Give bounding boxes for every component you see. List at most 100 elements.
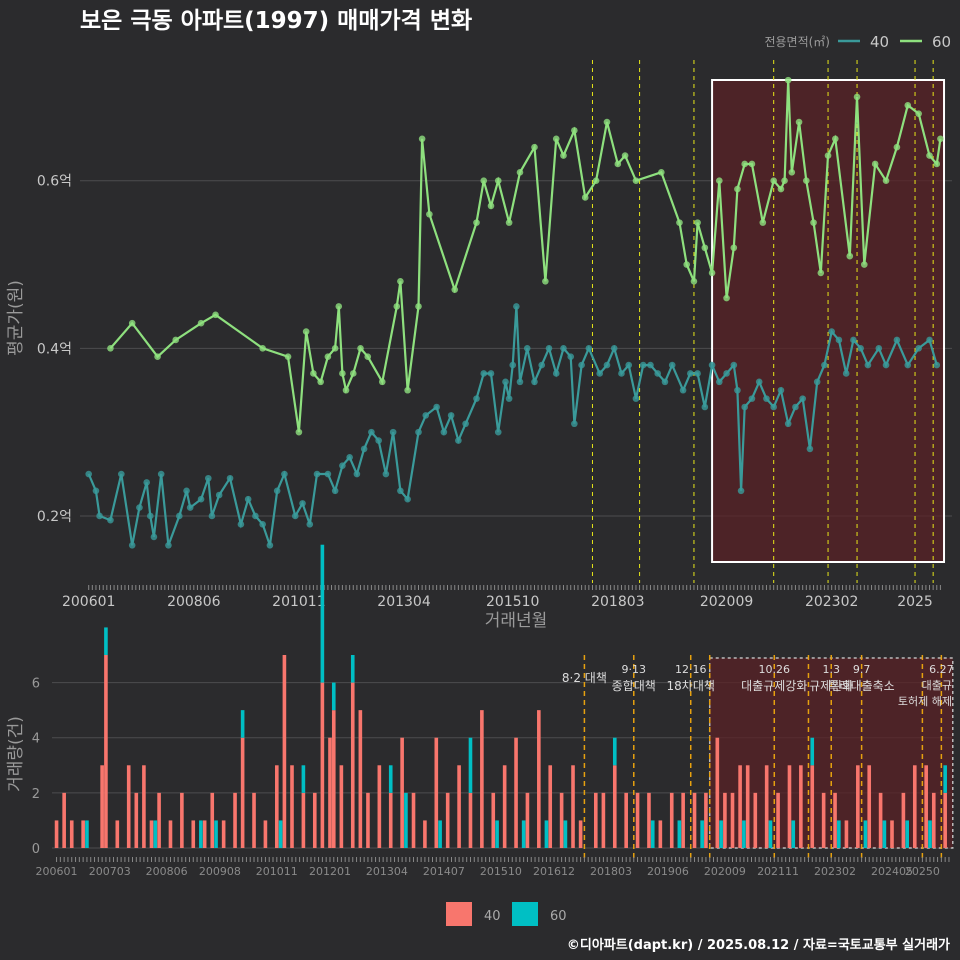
volume-x-tick-label: 202111 [757, 865, 799, 878]
data-point-60 [734, 185, 741, 193]
policy-annotation: 9.7 [853, 663, 871, 676]
data-point-60 [310, 370, 317, 377]
x-tick-label: 202009 [700, 594, 753, 610]
data-point-40 [875, 345, 883, 352]
price-panel: 0.2억 0.4억 0.6억 200601 200806 201011 201304 2015… [6, 60, 952, 631]
data-point-40 [244, 495, 252, 503]
data-point-60 [357, 345, 364, 352]
volume-bar-40 [635, 792, 640, 848]
volume-x-tick-label: 201304 [366, 865, 408, 878]
volume-bar-40 [715, 737, 720, 848]
volume-bar-40 [723, 792, 727, 848]
volume-bar-40 [358, 710, 363, 848]
data-point-60 [803, 177, 810, 185]
legend-label-40: 40 [870, 33, 889, 51]
volume-bar-40 [69, 820, 74, 848]
volume-bar-40 [423, 820, 427, 848]
data-point-60 [128, 319, 136, 327]
policy-annotation: 8·2 대책 [562, 670, 607, 685]
data-point-40 [647, 361, 654, 369]
volume-bar-60 [438, 820, 442, 848]
data-point-40 [313, 470, 321, 478]
data-point-60 [777, 185, 785, 193]
volume-bar-40 [240, 737, 245, 848]
volume-bar-60 [85, 820, 89, 848]
volume-bar-40 [799, 765, 803, 848]
volume-x-tick-label: 202405 [871, 865, 913, 878]
data-point-60 [172, 336, 179, 344]
data-point-40 [415, 428, 422, 436]
data-point-60 [505, 219, 513, 226]
data-point-60 [335, 303, 343, 310]
volume-bar-40 [647, 792, 651, 848]
data-point-60 [331, 345, 339, 352]
volume-bar-40 [787, 765, 792, 848]
volume-bar-60 [320, 544, 325, 683]
data-point-40 [397, 487, 404, 495]
data-point-40 [730, 361, 738, 369]
volume-bar-40 [445, 792, 450, 848]
policy-annotation: 18차대책 [667, 678, 715, 693]
volume-bar-40 [856, 765, 860, 848]
volume-x-tick-label: 200703 [89, 865, 131, 878]
volume-bar-60 [301, 765, 306, 793]
volume-bar-40 [943, 792, 947, 848]
data-point-60 [415, 303, 422, 310]
data-point-60 [552, 135, 560, 143]
data-point-60 [937, 135, 944, 143]
volume-bar-40 [339, 765, 344, 848]
y-axis-title: 평균가(원) [6, 280, 26, 356]
volume-bar-40 [931, 792, 936, 848]
volume-bar-60 [791, 820, 796, 848]
data-point-40 [893, 336, 901, 344]
volume-bar-60 [863, 820, 868, 848]
data-point-40 [770, 403, 777, 411]
data-point-40 [259, 521, 266, 528]
data-point-60 [364, 353, 372, 361]
volume-bar-40 [400, 737, 404, 848]
volume-bar-40 [320, 682, 325, 848]
legend-label-60: 60 [932, 33, 951, 51]
volume-bar-60 [521, 820, 526, 848]
data-point-40 [281, 470, 288, 478]
data-point-40 [85, 470, 92, 478]
volume-bar-60 [943, 765, 947, 793]
price-legend: 전용면적(㎡) 40 60 [764, 33, 951, 51]
data-point-40 [291, 512, 299, 520]
data-point-60 [701, 244, 709, 252]
volume-bar-40 [844, 820, 849, 848]
data-point-40 [882, 361, 890, 369]
volume-bar-60 [495, 820, 499, 848]
volume-x-tick-label: 200806 [146, 865, 188, 878]
x-axis-title: 거래년월 [485, 611, 548, 631]
data-point-40 [857, 345, 864, 352]
data-point-60 [871, 160, 879, 168]
data-point-40 [792, 403, 799, 411]
data-point-40 [552, 370, 560, 377]
data-point-60 [915, 110, 922, 117]
data-point-40 [687, 370, 694, 377]
data-point-40 [679, 386, 687, 394]
data-point-60 [690, 277, 698, 285]
data-point-60 [295, 428, 303, 436]
data-point-40 [748, 395, 756, 402]
volume-bar-40 [601, 792, 606, 848]
data-point-40 [531, 378, 538, 386]
volume-bar-40 [578, 820, 583, 848]
volume-bar-40 [312, 792, 317, 848]
data-point-40 [864, 361, 872, 369]
policy-annotation: 9·13 [622, 663, 647, 676]
data-point-40 [273, 487, 281, 495]
data-point-60 [397, 277, 404, 285]
data-point-40 [777, 386, 785, 394]
data-point-60 [426, 210, 433, 218]
volume-bar-60 [837, 820, 841, 848]
data-point-40 [661, 378, 669, 386]
data-point-40 [353, 470, 361, 478]
data-point-40 [821, 361, 828, 369]
volume-bar-40 [115, 820, 120, 848]
x-tick-label: 201803 [591, 594, 644, 610]
volume-bar-40 [901, 792, 906, 848]
data-point-40 [828, 328, 835, 335]
data-point-60 [632, 177, 640, 185]
